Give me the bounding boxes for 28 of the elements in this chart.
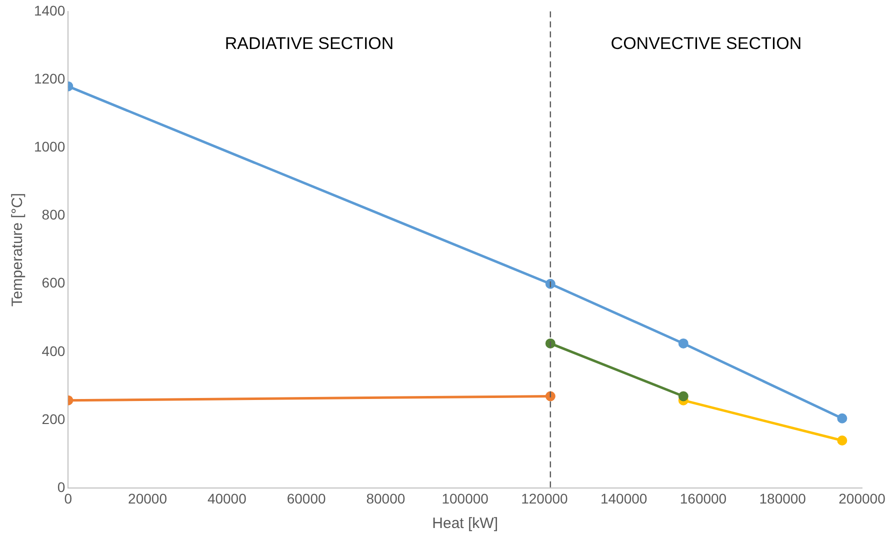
y-tick-label: 1200 (34, 70, 66, 86)
y-tick-label: 600 (42, 274, 66, 291)
x-tick-label: 80000 (366, 490, 406, 506)
point (837, 436, 848, 446)
x-tick-label: 100000 (442, 490, 489, 506)
x-tick-label: 60000 (286, 490, 326, 506)
y-tick-label: 1000 (34, 138, 66, 154)
y-tick-label: 1400 (34, 2, 66, 18)
annotation: CONVECTIVE SECTION (610, 34, 802, 54)
point (837, 413, 848, 424)
x-axis-title: Heat [kW] (432, 515, 498, 532)
point (678, 338, 688, 348)
y-tick-label: 0 (57, 479, 66, 496)
y-tick-label: 200 (42, 410, 66, 427)
x-tick-label: 200000 (838, 490, 886, 506)
y-tick-label: 800 (42, 206, 66, 223)
y-tick-label: 400 (42, 342, 66, 359)
x-tick-label: 40000 (207, 490, 247, 506)
point (545, 278, 556, 289)
y-axis-title: Temperature [°C] (9, 193, 26, 307)
point (545, 338, 556, 348)
x-tick-label: 160000 (680, 490, 727, 506)
x-tick-label: 140000 (600, 490, 648, 506)
point (678, 391, 688, 402)
x-tick-label: 120000 (521, 490, 568, 506)
annotation: RADIATIVE SECTION (224, 34, 394, 54)
x-tick-label: 180000 (759, 490, 806, 506)
x-tick-label: 20000 (128, 490, 168, 506)
